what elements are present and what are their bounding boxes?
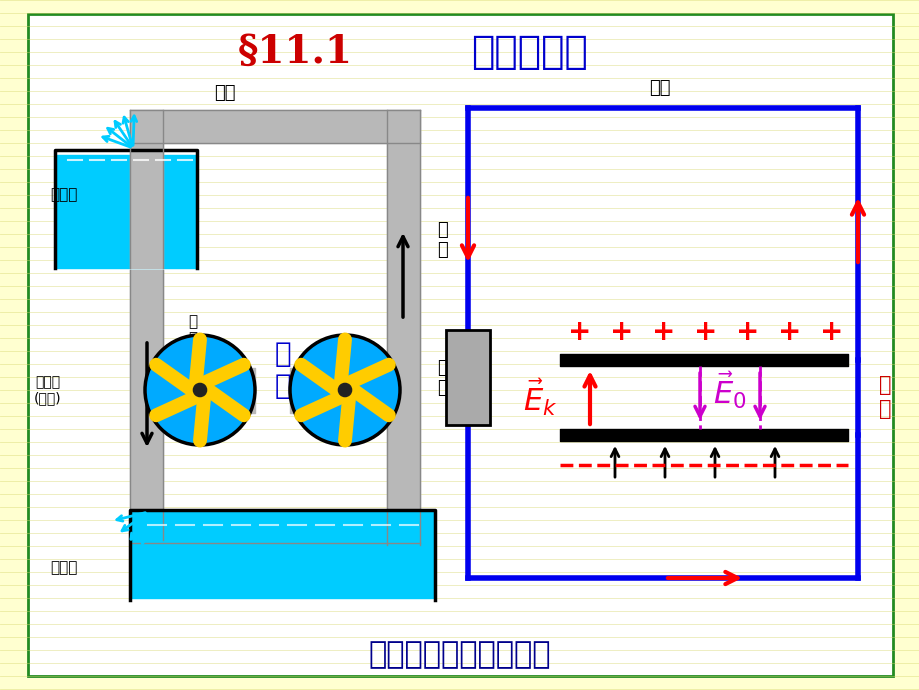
Text: 水轮机
(负载): 水轮机 (负载) — [34, 375, 62, 405]
Text: 地势高: 地势高 — [50, 188, 77, 202]
Text: +: + — [652, 318, 675, 346]
Text: 负
载: 负 载 — [437, 359, 448, 397]
FancyBboxPatch shape — [28, 14, 892, 676]
Text: 电
流: 电 流 — [437, 221, 448, 259]
Text: +: + — [694, 318, 717, 346]
Circle shape — [145, 335, 255, 445]
Text: +: + — [777, 318, 800, 346]
FancyBboxPatch shape — [446, 330, 490, 425]
Circle shape — [193, 384, 207, 397]
Text: 电源电动势: 电源电动势 — [471, 33, 588, 71]
Text: +: + — [820, 318, 843, 346]
Text: 电
源: 电 源 — [878, 375, 891, 419]
Text: 地势低: 地势低 — [50, 560, 77, 575]
Text: +: + — [568, 318, 591, 346]
Text: 水
流: 水 流 — [188, 314, 198, 346]
Text: 电源和水泵作用的类比: 电源和水泵作用的类比 — [369, 640, 550, 669]
Text: +: + — [735, 318, 759, 346]
Text: 水管: 水管 — [214, 84, 235, 102]
Text: $\vec{E}_k$: $\vec{E}_k$ — [522, 377, 557, 417]
Text: +: + — [609, 318, 633, 346]
Text: 导线: 导线 — [649, 79, 670, 97]
Circle shape — [289, 335, 400, 445]
Text: §11.1: §11.1 — [237, 33, 352, 71]
Text: $\vec{E}_0$: $\vec{E}_0$ — [712, 369, 746, 411]
Text: 水
泵: 水 泵 — [275, 339, 291, 400]
Circle shape — [338, 384, 351, 397]
